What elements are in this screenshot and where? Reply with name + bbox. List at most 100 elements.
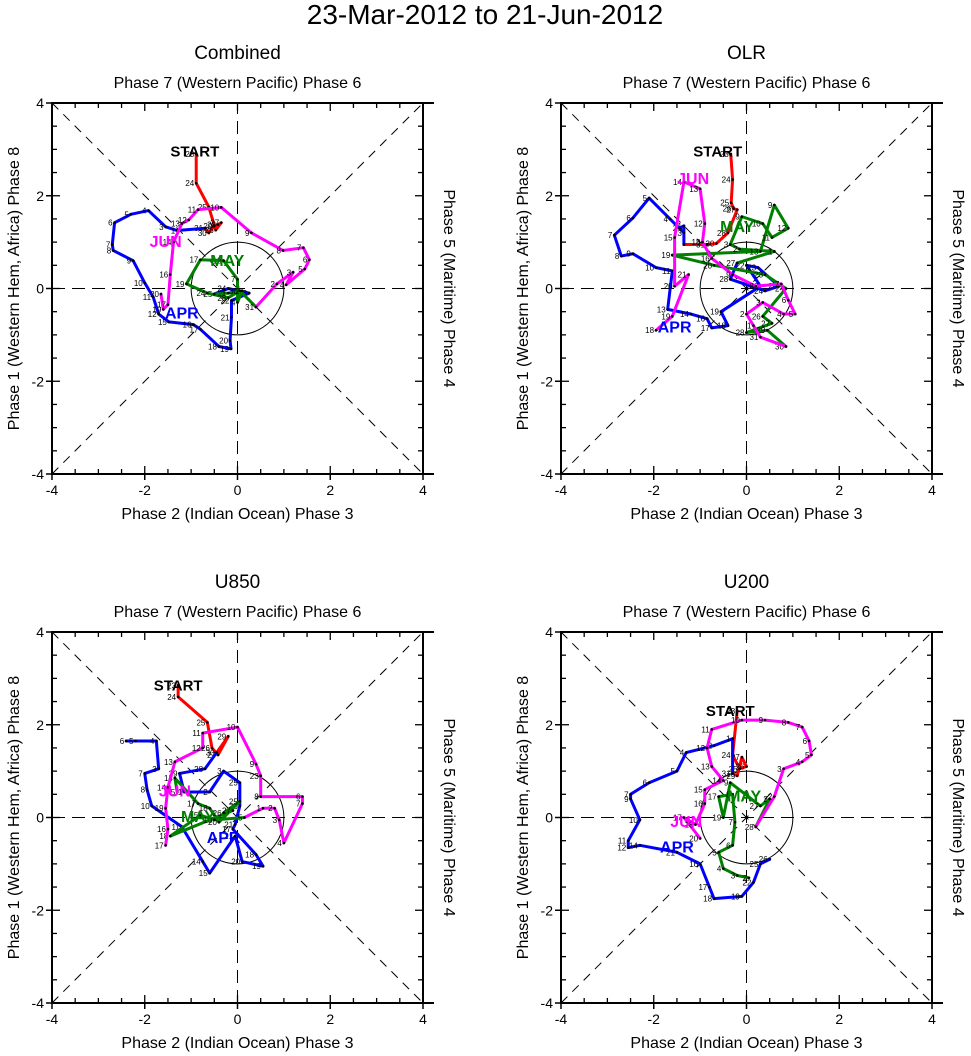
x-tick-label: -4 [46, 482, 59, 498]
day-label: 16 [183, 321, 192, 330]
right-axis-label: Phase 5 (Maritime) Phase 4 [440, 189, 457, 387]
day-label: 15 [694, 786, 703, 795]
day-label: 13 [657, 305, 666, 314]
day-label: 9 [245, 229, 250, 238]
day-label: 9 [768, 201, 773, 210]
day-marker [176, 695, 180, 699]
trajectory-may [168, 776, 246, 838]
day-label: 5 [298, 265, 303, 274]
day-label: 4 [231, 298, 236, 307]
day-marker [784, 287, 788, 290]
day-label: 8 [107, 246, 112, 255]
day-label: 21 [224, 820, 233, 829]
day-marker [243, 816, 246, 819]
day-marker [222, 259, 225, 262]
day-marker [233, 823, 237, 826]
day-marker [187, 218, 191, 222]
day-label: 19 [710, 308, 719, 317]
day-label: 20 [664, 282, 673, 291]
left-axis-label: Phase 1 (Western Hem, Africa) Phase 8 [515, 147, 532, 430]
day-marker [763, 289, 767, 293]
day-label: 18 [703, 895, 712, 904]
day-marker [710, 326, 714, 330]
day-label: 18 [199, 804, 208, 813]
day-label: 30 [229, 287, 238, 296]
panel-combined: Combined Phase 7 (Western Pacific) Phase … [6, 43, 457, 523]
day-label: 2 [236, 287, 241, 296]
day-marker [613, 233, 616, 237]
bottom-axis-label: Phase 2 (Indian Ocean) Phase 3 [630, 506, 862, 523]
day-marker [207, 231, 211, 235]
panel-title: U850 [215, 572, 260, 593]
day-label: 24 [196, 289, 205, 298]
day-label: 2 [742, 874, 747, 883]
day-marker [199, 328, 202, 331]
right-axis-label: Phase 5 (Maritime) Phase 4 [949, 718, 966, 916]
day-label: 18 [692, 238, 701, 247]
day-label: 7 [796, 723, 801, 732]
day-marker [638, 844, 642, 847]
day-label: 3 [273, 816, 278, 825]
day-marker [254, 305, 258, 309]
day-label: 21 [678, 271, 687, 280]
day-label: 7 [775, 280, 780, 289]
trajectory-apr [626, 737, 772, 901]
day-label: 28 [736, 329, 745, 338]
day-label: 11 [701, 725, 710, 734]
day-label: 25 [198, 203, 207, 212]
day-marker [682, 180, 686, 184]
day-marker [284, 283, 288, 287]
day-marker [807, 739, 811, 743]
y-tick-label: -4 [541, 466, 554, 482]
day-marker [282, 841, 286, 845]
day-label: 23 [747, 264, 756, 273]
panel-u850: U850 Phase 7 (Western Pacific) Phase 6 Pha… [6, 572, 457, 1052]
day-label: 17 [698, 883, 707, 892]
day-label: 4 [680, 749, 685, 758]
day-marker [131, 259, 135, 262]
day-label: 24 [754, 287, 763, 296]
day-marker [178, 772, 181, 775]
day-label: 22 [221, 297, 230, 306]
day-label: 7 [106, 240, 111, 249]
day-marker [147, 209, 150, 212]
day-label: 24 [775, 285, 784, 294]
day-marker [768, 857, 771, 861]
day-label: 18 [245, 851, 254, 860]
day-marker [155, 739, 158, 743]
day-marker [196, 208, 200, 211]
month-label-apr: APR [660, 839, 694, 856]
day-label: 26 [759, 855, 768, 864]
day-marker [217, 820, 221, 824]
day-label: 8 [782, 718, 787, 727]
day-marker [259, 795, 262, 798]
day-marker [215, 751, 218, 754]
day-label: 28 [217, 294, 226, 303]
day-label: 7 [231, 275, 236, 284]
day-label: 23 [754, 271, 763, 280]
day-label: 9 [726, 271, 731, 280]
day-marker [682, 243, 686, 246]
day-label: 6 [803, 737, 808, 746]
day-marker [217, 345, 221, 348]
day-marker [194, 181, 198, 185]
day-marker [626, 839, 630, 842]
day-label: 2 [203, 788, 208, 797]
day-marker [226, 291, 230, 295]
y-tick-label: 2 [36, 188, 44, 204]
day-marker [654, 266, 658, 269]
day-marker [761, 315, 765, 318]
day-marker [731, 273, 734, 276]
day-label: 1 [768, 247, 773, 256]
day-marker [164, 225, 167, 229]
day-marker [703, 222, 707, 225]
y-tick-label: -2 [541, 902, 554, 918]
day-label: 24 [722, 751, 731, 760]
day-marker [810, 753, 813, 757]
day-marker [766, 328, 769, 332]
day-label: 16 [157, 825, 166, 834]
day-marker [710, 728, 714, 731]
day-marker [222, 769, 225, 773]
day-label: 17 [155, 841, 164, 850]
day-label: 2 [708, 742, 713, 751]
